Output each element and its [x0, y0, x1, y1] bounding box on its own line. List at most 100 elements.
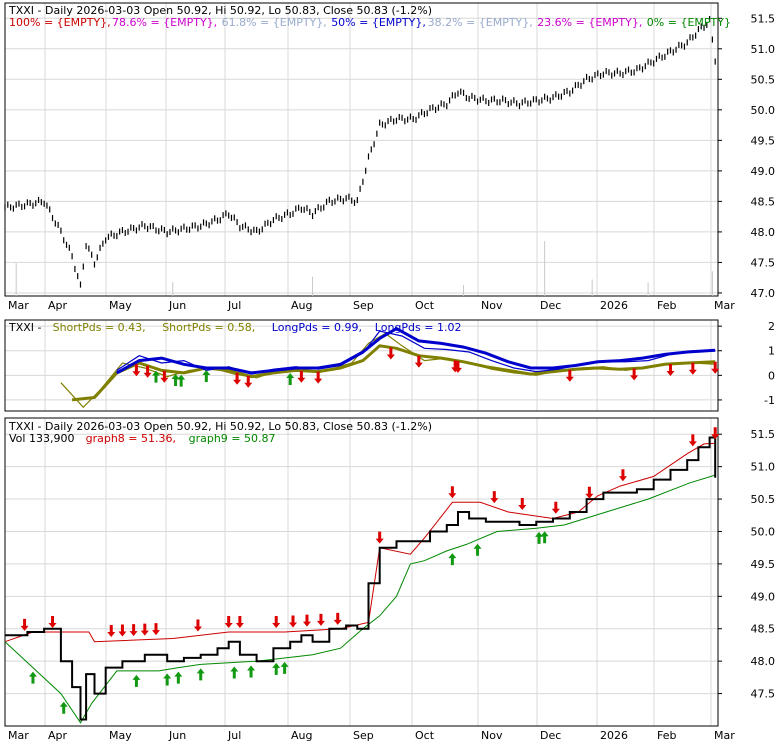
sell-arrow [107, 625, 116, 638]
buy-arrow [473, 543, 482, 556]
x-tick-label: May [109, 729, 132, 742]
y-tick-label: -1 [764, 394, 775, 407]
x-tick-label: May [109, 299, 132, 312]
price-step-line [5, 436, 717, 721]
sell-arrow [386, 347, 395, 360]
sell-arrow [272, 615, 281, 628]
buy-arrow [59, 701, 68, 714]
panel-frame [4, 417, 719, 727]
band-line [4, 474, 716, 724]
y-tick-label: 47.5 [751, 688, 776, 701]
buy-arrow [202, 369, 211, 382]
bands-panel-title: TXXI - Daily 2026-03-03 Open 50.92, Hi 5… [8, 420, 432, 433]
legend-entry: 61.8% = {EMPTY}, [222, 16, 327, 29]
y-tick-label: 51.0 [751, 43, 776, 56]
x-tick-label: Oct [415, 299, 435, 312]
sell-arrow [688, 362, 697, 375]
buy-arrow [163, 673, 172, 686]
y-tick-label: 48.0 [751, 655, 776, 668]
sell-arrow [224, 615, 233, 628]
x-tick-label: Oct [415, 729, 435, 742]
sell-arrow [314, 371, 323, 384]
x-tick-label: Apr [48, 299, 68, 312]
y-tick-label: 47.5 [751, 256, 776, 269]
x-tick-label: Mar [714, 729, 735, 742]
y-tick-label: 51.5 [751, 428, 776, 441]
y-tick-label: 48.0 [751, 226, 776, 239]
panel-frame [4, 319, 719, 412]
y-tick-label: 49.5 [751, 134, 776, 147]
buy-arrow [230, 666, 239, 679]
sell-arrow [551, 501, 560, 514]
sell-arrow [666, 363, 675, 376]
x-tick-label: Jul [227, 299, 241, 312]
buy-arrow [272, 662, 281, 675]
sell-arrow [618, 469, 627, 482]
legend-entry: 38.2% = {EMPTY}, [428, 16, 533, 29]
sell-arrow [235, 615, 244, 628]
sell-arrow [585, 486, 594, 499]
x-tick-label: Nov [481, 299, 503, 312]
x-tick-label: 2026 [600, 299, 628, 312]
legend-entry: 50% = {EMPTY}, [331, 16, 426, 29]
sell-arrow [375, 531, 384, 544]
sell-arrow [132, 364, 141, 377]
x-tick-label: Mar [8, 299, 29, 312]
sell-arrow [118, 624, 127, 637]
buy-arrow [28, 671, 37, 684]
buy-arrow [177, 374, 186, 387]
sell-arrow [688, 434, 697, 447]
legend-entry: Vol 133,900 [9, 432, 74, 445]
legend-entry: graph9 = 50.87 [189, 432, 276, 445]
sell-arrow [233, 372, 242, 385]
sell-arrow [711, 427, 720, 440]
sell-arrow [453, 360, 462, 373]
x-tick-label: Feb [657, 729, 676, 742]
legend-entry: 100% = {EMPTY}, [9, 16, 111, 29]
legend-entry: LongPds = 1.02 [375, 321, 462, 334]
legend-entry: ShortPds = 0.58, [162, 321, 255, 334]
x-tick-label: Mar [714, 299, 735, 312]
buy-arrow [280, 661, 289, 674]
sell-arrow [518, 498, 527, 511]
sell-arrow [448, 486, 457, 499]
sell-arrow [297, 370, 306, 383]
bands-panel: 47.5 48.0 48.5 49.0 49.5 50.0 50.5 51.0 51.5 Mar A… [4, 417, 776, 742]
buy-arrow [196, 668, 205, 681]
legend-entry: 23.6% = {EMPTY}, [537, 16, 642, 29]
sell-arrow [143, 365, 152, 378]
legend-entry: TXXI - [8, 321, 42, 334]
legend-entry: ShortPds = 0.43, [53, 321, 146, 334]
x-tick-label: Aug [291, 299, 312, 312]
x-tick-label: Feb [657, 299, 676, 312]
band-line [4, 442, 716, 643]
sell-arrow [630, 368, 639, 381]
x-tick-label: Mar [8, 729, 29, 742]
y-tick-label: 48.5 [751, 623, 776, 636]
buy-arrow [535, 531, 544, 544]
y-tick-label: 51.5 [751, 12, 776, 25]
oscillator-line [116, 326, 716, 375]
x-tick-label: 2026 [600, 729, 628, 742]
x-tick-label: Dec [540, 299, 561, 312]
sell-arrow [151, 623, 160, 636]
y-tick-label: 51.0 [751, 461, 776, 474]
buy-arrow [151, 370, 160, 383]
y-tick-label: 49.0 [751, 165, 776, 178]
sell-arrow [288, 615, 297, 628]
y-tick-label: 1 [768, 345, 775, 358]
buy-arrow [174, 671, 183, 684]
y-tick-label: 47.0 [751, 287, 776, 300]
legend-entry: LongPds = 0.99, [272, 321, 362, 334]
x-tick-label: Jul [227, 729, 241, 742]
sell-arrow [302, 614, 311, 627]
sell-arrow [140, 623, 149, 636]
oscillator-panel: -1 0 1 2 TXXI - ShortPds = 0.43, ShortPds = 0.… [4, 319, 775, 412]
buy-arrow [286, 373, 295, 386]
buy-arrow [448, 553, 457, 566]
x-tick-label: Apr [48, 729, 68, 742]
sell-arrow [565, 369, 574, 382]
oscillator-line [71, 344, 716, 402]
sell-arrow [711, 361, 720, 374]
